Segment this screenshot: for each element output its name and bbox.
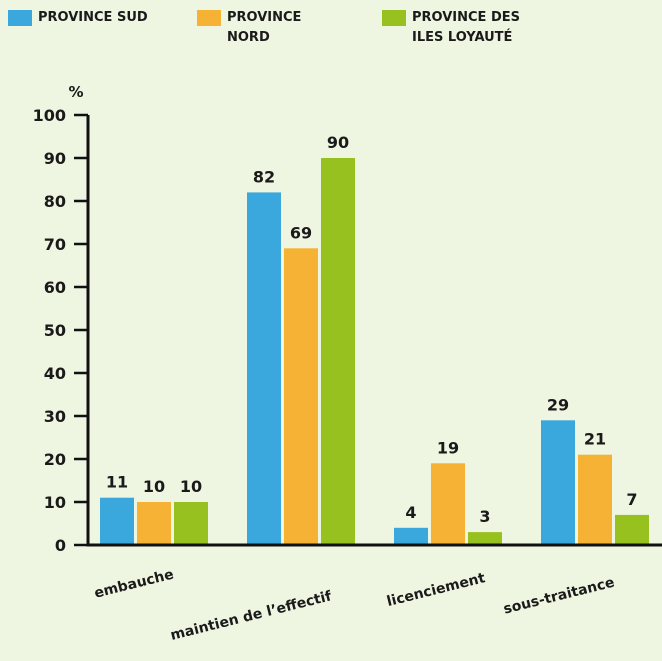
y-axis-label: % [68,83,83,101]
x-tick-label: licenciement [385,570,487,610]
value-label: 90 [327,133,349,152]
y-tick-label: 20 [44,450,66,469]
x-tick-label: maintien de l’effectif [169,588,334,644]
value-label: 69 [290,223,312,242]
value-label: 19 [437,438,459,457]
value-label: 3 [479,507,490,526]
legend-item: PROVINCE SUD [8,8,158,28]
value-label: 7 [626,490,637,509]
value-label: 21 [584,430,606,449]
y-tick-label: 70 [44,235,66,254]
bar [137,502,171,545]
legend-item: PROVINCE DES ILES LOYAUTÉ [382,8,522,48]
value-label: 11 [106,473,128,492]
y-tick-label: 40 [44,364,66,383]
legend-label: PROVINCE DES ILES LOYAUTÉ [412,10,520,45]
legend-label: PROVINCE NORD [227,10,302,45]
y-tick-label: 50 [44,321,66,340]
value-label: 10 [143,477,165,496]
bar [615,514,649,545]
y-tick-label: 30 [44,407,66,426]
value-label: 29 [547,395,569,414]
value-label: 82 [253,167,275,186]
legend-item: PROVINCE NORD [197,8,347,48]
x-tick-label: sous-traitance [502,575,616,618]
bar [541,420,575,545]
bar [247,192,281,545]
x-tick-label: embauche [93,567,176,602]
value-label: 10 [180,477,202,496]
legend-swatch [8,10,32,26]
legend-label: PROVINCE SUD [38,10,148,25]
y-tick-label: 90 [44,149,66,168]
bar [394,527,428,545]
bar [578,454,612,545]
bar [284,248,318,546]
y-tick-label: 80 [44,192,66,211]
bar [321,158,355,545]
y-tick-label: 10 [44,493,66,512]
legend-swatch [382,10,406,26]
bar [174,502,208,545]
y-tick-label: 60 [44,278,66,297]
bar [468,532,502,545]
bar [431,463,465,545]
legend-swatch [197,10,221,26]
value-label: 4 [405,503,416,522]
y-tick-label: 0 [55,536,66,555]
y-tick-label: 100 [33,106,66,125]
bar [100,497,134,545]
